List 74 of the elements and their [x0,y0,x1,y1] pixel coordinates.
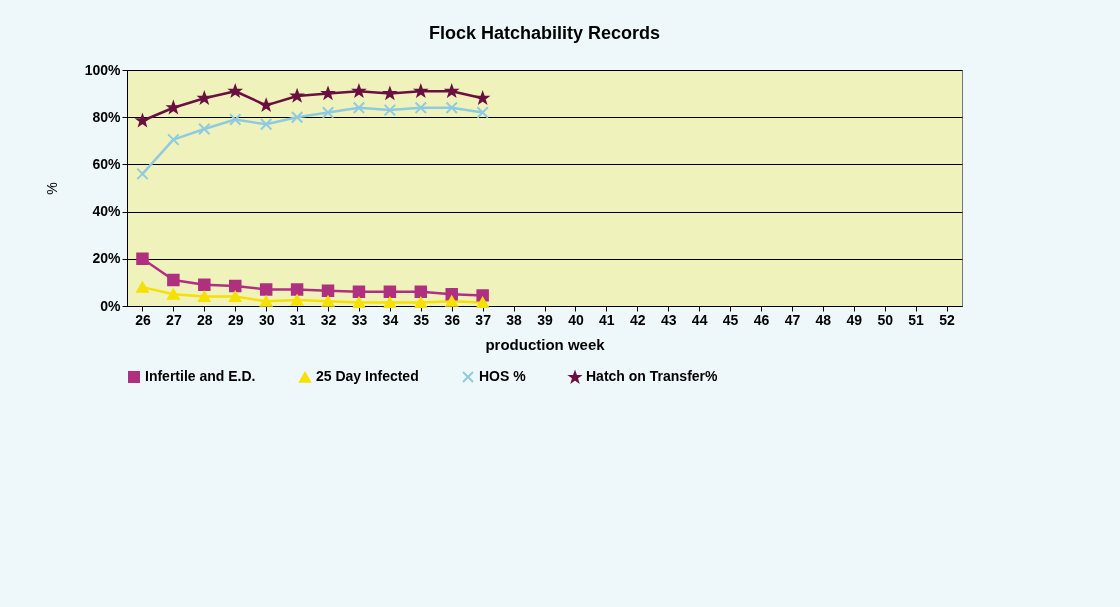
point [352,296,366,308]
x-tick-label: 44 [691,311,708,328]
chart-title: Flock Hatchability Records [428,23,661,43]
point [136,167,149,181]
point [167,133,180,146]
point [383,285,397,299]
point [476,106,489,119]
point [290,283,304,296]
x-tick-label: 50 [877,311,894,328]
x-tick-label: 48 [815,311,832,328]
y-tick-label: 20% [92,250,122,267]
point [229,279,242,293]
x-tick-label: 32 [320,311,337,328]
y-tick-label: 60% [92,155,122,172]
point [383,103,397,117]
point [352,101,366,114]
point [290,294,304,306]
point [445,287,458,301]
x-tick-label: 43 [660,311,677,328]
point [136,252,149,266]
x-tick-label: 30 [258,311,275,328]
x-tick-label: 37 [475,311,492,328]
point [167,273,180,287]
point [229,113,242,126]
point [414,296,428,308]
x-tick-label: 41 [599,311,615,328]
x-tick-label: 36 [444,311,461,328]
point [259,295,273,307]
x-tick-label: 33 [351,311,368,328]
x-tick-label: 46 [753,311,770,328]
x-axis-title: production week [485,335,606,353]
point [321,106,335,119]
legend-label: Infertile and E.D. [145,368,256,384]
point [198,291,211,303]
x-tick-label: 49 [846,311,863,328]
x-tick-label: 34 [382,311,399,328]
x-tick-label: 45 [722,311,739,328]
x-tick-label: 27 [166,311,182,328]
point [476,296,489,308]
point [352,285,366,299]
x-tick-label: 42 [629,311,646,328]
y-axis-title: % [43,182,60,195]
point [259,118,273,131]
point [229,291,242,303]
point [383,296,397,308]
x-tick-label: 39 [537,311,553,328]
y-tick-label: 40% [92,203,122,220]
point [290,110,304,124]
point [321,284,335,297]
point [414,101,428,114]
legend-label: HOS % [479,368,527,384]
point [198,122,211,136]
point [445,101,458,114]
point [259,283,273,296]
y-tick-label: 80% [92,108,122,125]
point [445,295,458,307]
x-tick-label: 47 [784,311,801,328]
x-tick-label: 28 [197,311,213,328]
x-tick-label: 52 [939,311,956,328]
y-tick-label: 0% [100,297,122,314]
x-tick-label: 40 [568,311,584,328]
legend-label: 25 Day Infected [316,368,419,385]
legend-label: Hatch on Transfer% [586,368,719,385]
point [321,295,335,307]
point [165,99,180,115]
x-tick-label: 29 [227,311,244,328]
x-tick-label: 35 [413,311,430,328]
y-tick-label: 100% [84,61,122,78]
point [198,278,211,291]
point [414,285,428,299]
x-tick-label: 26 [135,311,151,328]
x-tick-label: 51 [908,311,925,328]
x-tick-label: 38 [506,311,523,328]
x-tick-label: 31 [289,311,306,328]
